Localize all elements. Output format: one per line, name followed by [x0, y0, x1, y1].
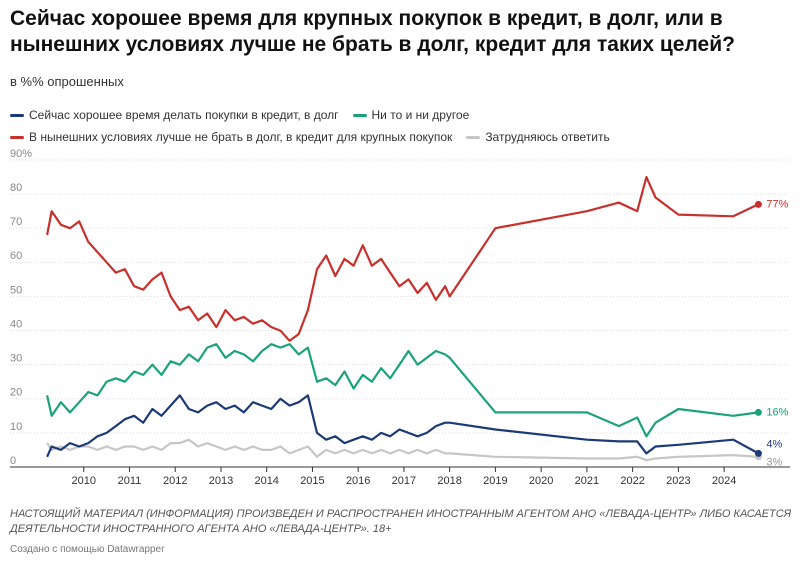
chart: 0 10 20 30 40 50 60 70 80 90% 2010 2011 2012 2013 2014…: [10, 148, 790, 487]
series-line: [46, 176, 759, 342]
series-line: [46, 343, 759, 438]
x-tick-label: 2017: [392, 475, 416, 487]
value-label: 16%: [766, 406, 788, 418]
legend-label: Сейчас хорошее время делать покупки в кр…: [29, 108, 339, 122]
y-tick-label: 80: [10, 182, 22, 194]
x-tick-label: 2016: [346, 475, 370, 487]
credit: Создано с помощью Datawrapper: [10, 544, 165, 555]
x-tick-label: 2021: [575, 475, 599, 487]
x-tick-label: 2013: [209, 475, 233, 487]
y-tick-label: 50: [10, 284, 22, 296]
legend-entry: Ни то и ни другое: [352, 104, 470, 126]
x-tick-label: 2020: [529, 475, 553, 487]
y-tick-label: 70: [10, 216, 22, 228]
legend-swatch: [10, 136, 24, 140]
legend: Сейчас хорошее время делать покупки в кр…: [10, 104, 790, 148]
subtitle: в %% опрошенных: [10, 74, 124, 89]
x-tick-label: 2022: [620, 475, 644, 487]
x-tick-label: 2019: [483, 475, 507, 487]
chart-title: Сейчас хорошее время для крупных покупок…: [10, 7, 735, 56]
y-tick-label: 20: [10, 387, 22, 399]
x-tick-label: 2011: [118, 475, 142, 487]
y-tick-label: 90%: [10, 148, 32, 160]
x-tick-label: 2024: [712, 475, 736, 487]
legend-entry: В нынешних условиях лучше не брать в дол…: [10, 126, 452, 148]
x-tick-label: 2015: [300, 475, 324, 487]
y-tick-label: 60: [10, 250, 22, 262]
series-line: [46, 394, 759, 458]
legend-swatch: [10, 114, 24, 118]
x-tick-label: 2010: [71, 475, 95, 487]
legend-entry: Затрудняюсь ответить: [466, 126, 610, 148]
legend-entry: Сейчас хорошее время делать покупки в кр…: [10, 104, 339, 126]
note: НАСТОЯЩИЙ МАТЕРИАЛ (ИНФОРМАЦИЯ) ПРОИЗВЕД…: [10, 508, 792, 535]
x-tick-label: 2012: [163, 475, 187, 487]
end-point: [754, 408, 762, 416]
legend-label: Затрудняюсь ответить: [485, 130, 610, 144]
value-label: 77%: [766, 198, 788, 210]
y-tick-label: 30: [10, 353, 22, 365]
series-line: [46, 438, 759, 462]
y-tick-label: 10: [10, 421, 22, 433]
end-point: [754, 200, 762, 208]
legend-swatch: [466, 136, 481, 140]
x-tick-label: 2018: [437, 475, 461, 487]
legend-label: Ни то и ни другое: [371, 108, 470, 122]
x-tick-label: 2014: [254, 475, 278, 487]
y-tick-label: 40: [10, 318, 22, 330]
x-tick-label: 2023: [666, 475, 690, 487]
value-label: 4%: [766, 438, 782, 450]
value-label: 3%: [766, 457, 782, 469]
legend-label: В нынешних условиях лучше не брать в дол…: [29, 130, 453, 144]
legend-swatch: [352, 114, 367, 118]
end-point: [754, 449, 762, 457]
y-tick-label: 0: [10, 455, 16, 467]
